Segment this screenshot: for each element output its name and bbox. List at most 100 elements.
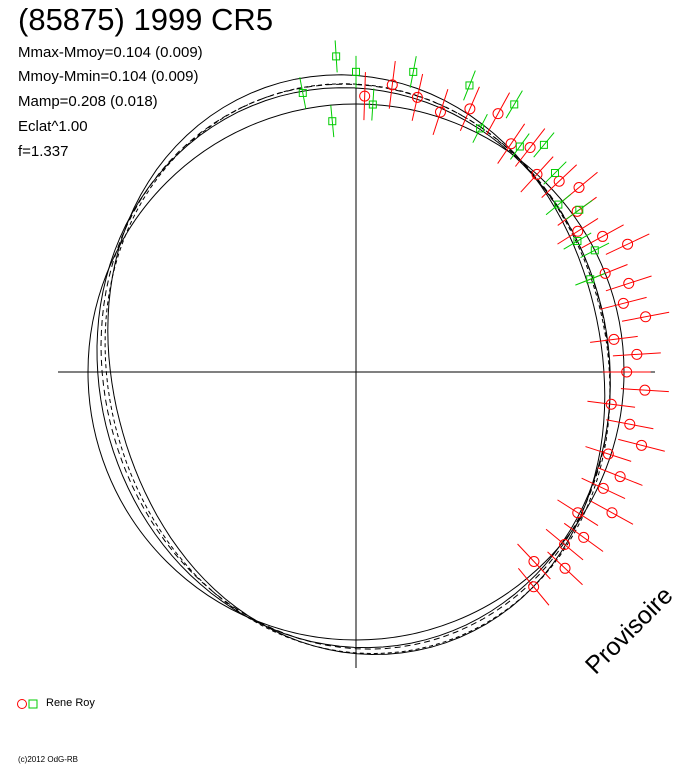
red-circle-point [597, 230, 609, 242]
stat-mamp: Mamp=0.208 (0.018) [18, 93, 158, 110]
red-error-bar [517, 543, 551, 580]
green-error-bar [371, 88, 375, 121]
red-error-bar [618, 438, 665, 452]
red-error-bar [432, 89, 449, 135]
red-error-bar [363, 72, 366, 121]
red-circle-point [623, 277, 635, 289]
red-circle-point [608, 333, 620, 345]
red-circle-point [559, 562, 571, 574]
red-circle-point [464, 103, 476, 115]
red-error-bar [541, 164, 578, 198]
red-circle-point [639, 384, 651, 396]
green-error-bar [543, 161, 567, 185]
red-circle-point [559, 539, 571, 551]
green-square-point [554, 200, 563, 209]
green-square-point [368, 100, 377, 109]
red-error-bar [597, 467, 643, 486]
green-error-bar [563, 232, 592, 250]
red-error-bar [621, 311, 670, 322]
red-error-bar [388, 60, 396, 109]
green-error-bar [580, 242, 610, 259]
red-error-bar [517, 567, 550, 606]
red-error-bar [411, 73, 424, 121]
red-circle-point [411, 91, 423, 103]
green-square-point [409, 67, 418, 76]
red-circle-point [599, 267, 611, 279]
green-square-point [510, 100, 519, 109]
data-marks [298, 40, 670, 606]
red-error-bar [590, 335, 638, 343]
red-circle-point [359, 90, 371, 102]
green-error-bar [533, 132, 555, 158]
green-square-point [590, 246, 599, 255]
red-circle-point [386, 79, 398, 91]
fit-curve-3 [96, 87, 611, 649]
red-circle-point [602, 448, 614, 460]
green-error-bar [334, 40, 338, 73]
red-circle-point [640, 311, 652, 323]
chart-title: (85875) 1999 CR5 [18, 2, 274, 37]
red-circle-point [578, 531, 590, 543]
red-error-bar [585, 446, 632, 462]
red-circle-point [434, 106, 446, 118]
red-circle-point [597, 482, 609, 494]
stat-frequency: f=1.337 [18, 143, 69, 160]
green-square-point [298, 88, 307, 97]
red-circle-point [528, 581, 540, 593]
legend-label: Rene Roy [46, 697, 95, 709]
green-error-bar [463, 70, 476, 101]
red-error-bar [563, 522, 604, 552]
stat-mmax-mmoy: Mmax-Mmoy=0.104 (0.009) [18, 44, 203, 61]
stat-mmoy-mmin: Mmoy-Mmin=0.104 (0.009) [18, 68, 199, 85]
red-circle-point [624, 418, 636, 430]
green-square-point [586, 275, 595, 284]
red-error-bar [547, 551, 583, 586]
red-circle-point [617, 297, 629, 309]
red-error-bar [497, 123, 526, 164]
red-error-bar [486, 92, 511, 135]
green-square-point [352, 67, 360, 76]
red-circle-point [553, 175, 565, 187]
fit-curve-1 [100, 83, 611, 650]
green-error-bar [545, 194, 572, 216]
fit-curves [96, 74, 611, 656]
red-error-bar [599, 296, 647, 310]
green-error-bar [299, 77, 307, 109]
red-circle-point [531, 168, 543, 180]
red-circle-point [631, 348, 643, 360]
green-error-bar [505, 90, 523, 119]
red-error-bar [587, 400, 636, 408]
green-square-point [550, 169, 559, 178]
red-error-bar [620, 388, 669, 393]
stat-eclat: Eclat^1.00 [18, 118, 88, 135]
green-square-point [539, 140, 548, 149]
fit-curve-2 [104, 83, 611, 655]
red-error-bar [605, 233, 650, 255]
red-error-bar [557, 217, 599, 245]
green-error-bar [510, 133, 530, 160]
red-circle-point [572, 225, 584, 237]
green-square-point [328, 117, 337, 126]
red-circle-point [572, 507, 584, 519]
red-error-bar [545, 528, 584, 561]
legend-green-square-icon [28, 699, 38, 709]
green-error-bar [472, 113, 488, 143]
green-square-point [573, 237, 582, 246]
red-circle-point [524, 142, 536, 154]
red-error-bar [606, 419, 654, 430]
legend-symbols [17, 699, 38, 709]
legend-red-circle-icon [17, 699, 27, 709]
red-error-bar [581, 477, 626, 500]
red-error-bar [590, 500, 634, 525]
red-circle-point [622, 238, 634, 250]
copyright-text: (c)2012 OdG-RB [18, 755, 79, 764]
green-error-bar [575, 272, 606, 286]
red-error-bar [581, 224, 624, 249]
green-square-point [332, 52, 341, 61]
red-circle-point [492, 108, 504, 120]
red-error-bar [557, 499, 599, 527]
green-square-point [476, 124, 485, 133]
red-error-bar [459, 86, 480, 132]
